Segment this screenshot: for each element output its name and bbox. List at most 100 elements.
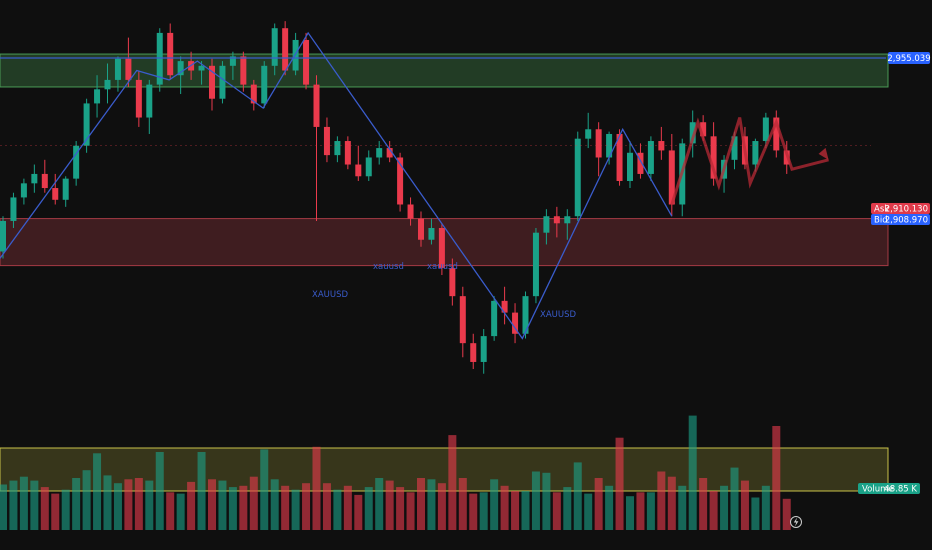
symbol-label-3: xauusd [427, 262, 458, 272]
candle [282, 21, 289, 76]
candle-body [104, 79, 111, 90]
volume-bar [249, 476, 258, 530]
candle-body [773, 117, 780, 151]
volume-bar [751, 497, 760, 530]
volume-bar [531, 471, 540, 530]
volume-bar [688, 415, 697, 530]
volume-bar [291, 489, 300, 530]
volume-bar [448, 435, 457, 530]
candle-body [512, 312, 519, 334]
volume-bar [40, 487, 49, 530]
candle-body [167, 32, 174, 76]
volume-layer [0, 415, 791, 530]
candle-body [62, 178, 69, 200]
candle [83, 98, 90, 153]
volume-bar [667, 476, 676, 530]
candle [418, 211, 424, 247]
ask-tag: Ask 2,910.130 [871, 203, 930, 215]
candle-body [0, 220, 6, 252]
candle [647, 136, 654, 181]
volume-bar [197, 452, 206, 530]
volume-bar [9, 480, 18, 530]
volume-bar [30, 480, 39, 530]
volume-bar [730, 467, 739, 530]
candle-body [355, 164, 362, 177]
candle-body [323, 126, 330, 156]
candle-body [491, 300, 498, 337]
candle-body [428, 227, 435, 240]
svg-text:2,910.130: 2,910.130 [885, 205, 928, 215]
candle [303, 32, 310, 90]
candle [574, 131, 581, 221]
candle [564, 209, 571, 240]
price-line-tag: 2,955.039 [887, 52, 931, 64]
candle-body [647, 141, 654, 174]
candle-body [146, 84, 153, 118]
candle-body [449, 267, 456, 297]
candle [62, 176, 69, 207]
candle-body [313, 84, 320, 127]
candle-body [31, 173, 38, 184]
volume-bar [82, 470, 91, 530]
candle [229, 51, 236, 80]
volume-bar [500, 485, 509, 530]
volume-bar [720, 485, 729, 530]
candle [449, 258, 456, 306]
volume-bar [511, 491, 520, 530]
candle [114, 56, 121, 92]
candle-body [52, 188, 59, 200]
candle-body [198, 65, 205, 71]
candle-body [658, 141, 665, 151]
candle-body [710, 136, 717, 179]
volume-bar [563, 487, 572, 530]
candle-body [470, 343, 477, 362]
volume-bar [333, 489, 342, 530]
candle [344, 136, 351, 170]
zigzag-pattern-line [0, 31, 673, 340]
volume-bar [584, 493, 593, 530]
candle-body [83, 103, 90, 146]
candle [125, 37, 132, 87]
volume-bar [782, 498, 791, 530]
volume-bar [740, 480, 749, 530]
candle-body [229, 56, 236, 66]
volume-bar [302, 483, 311, 530]
candle-body [271, 28, 278, 66]
volume-bar [228, 487, 237, 530]
volume-bar [134, 478, 143, 530]
candle [438, 223, 445, 275]
candle-body [114, 58, 121, 80]
volume-bar [479, 492, 488, 530]
candle [271, 23, 278, 76]
volume-bar [542, 472, 551, 530]
volume-bar [573, 462, 582, 530]
candle [658, 126, 665, 160]
candle [167, 23, 174, 80]
candle [156, 28, 163, 92]
candle-body [501, 300, 508, 313]
candle-body [156, 32, 163, 85]
candle-body [585, 129, 592, 139]
candle-body [240, 56, 247, 85]
candle-body [595, 129, 602, 158]
candle [543, 209, 550, 245]
wave-arrow-path [670, 117, 829, 205]
volume-bar [396, 487, 405, 530]
candle [73, 141, 80, 186]
volume-bar [208, 479, 216, 530]
bid-tag: Bid 2,908.970 [871, 214, 930, 226]
lightning-icon[interactable] [790, 516, 802, 528]
candle [480, 329, 487, 374]
candle [146, 79, 153, 134]
candle-body [177, 61, 184, 76]
volume-bar [458, 478, 467, 530]
candle-body [407, 204, 414, 219]
candle [135, 70, 142, 127]
svg-text:2,955.039: 2,955.039 [887, 54, 930, 64]
candle [752, 138, 759, 172]
pattern-layer [0, 31, 871, 340]
volume-bar [594, 478, 603, 530]
candle-body [376, 148, 383, 158]
volume-bar [166, 492, 175, 530]
candle-body [553, 216, 560, 224]
